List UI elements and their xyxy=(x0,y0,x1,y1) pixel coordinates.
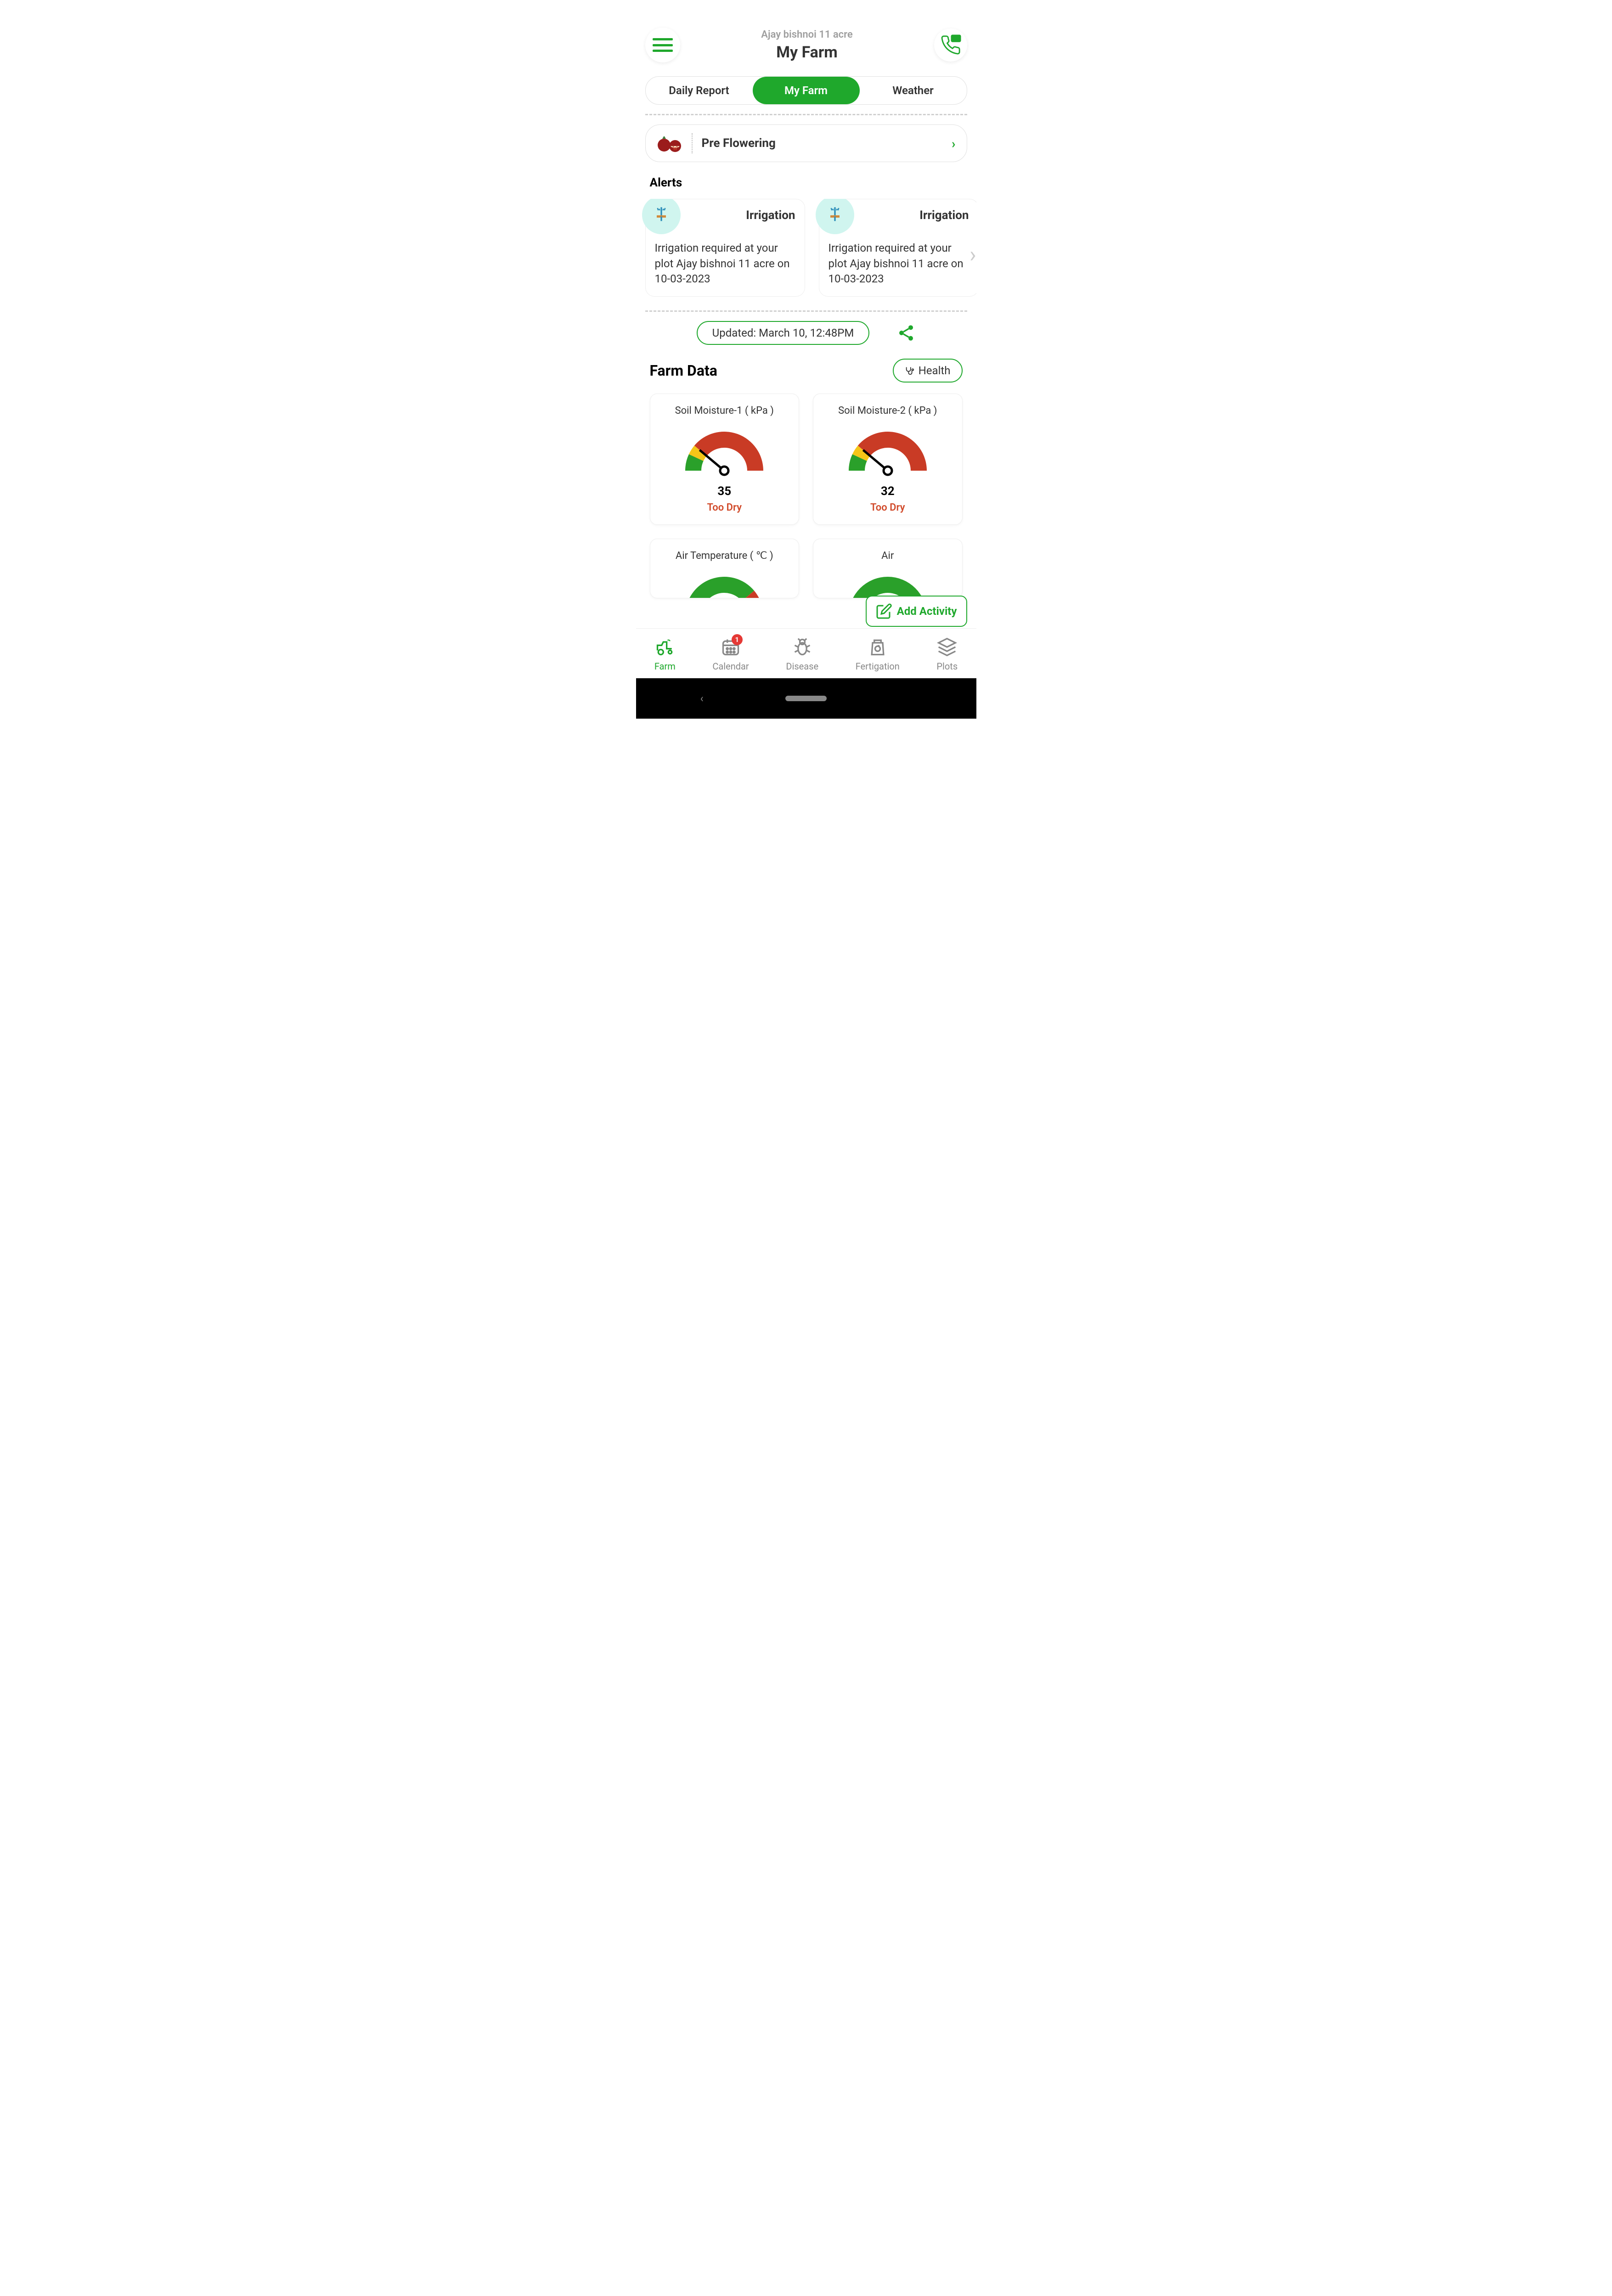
alerts-list[interactable]: Irrigation Irrigation required at your p… xyxy=(636,199,976,310)
health-button[interactable]: Health xyxy=(893,359,963,383)
add-activity-button[interactable]: Add Activity xyxy=(866,596,967,627)
chevron-right-icon: › xyxy=(952,136,955,151)
back-icon[interactable]: ‹ xyxy=(700,692,704,705)
pomegranate-icon xyxy=(657,134,682,152)
crop-stage-card[interactable]: Pre Flowering › xyxy=(645,124,967,162)
gauge-title: Soil Moisture-1 ( kPa ) xyxy=(658,405,792,416)
home-pill[interactable] xyxy=(785,696,827,701)
menu-button[interactable] xyxy=(645,28,680,62)
header-subtitle: Ajay bishnoi 11 acre xyxy=(680,29,934,40)
nav-label: Disease xyxy=(786,661,818,672)
gauge-card-soil-1[interactable]: Soil Moisture-1 ( kPa ) 35 Too Dry xyxy=(650,394,800,525)
alert-card[interactable]: Irrigation Irrigation required at your p… xyxy=(645,199,805,297)
alerts-heading: Alerts xyxy=(650,176,963,190)
app-screen: Ajay bishnoi 11 acre My Farm Daily Repor… xyxy=(636,0,976,719)
gauge-chart xyxy=(678,570,770,598)
nav-disease[interactable]: Disease xyxy=(786,637,818,672)
divider xyxy=(645,310,967,312)
edit-icon xyxy=(876,603,892,619)
gauge-value: 35 xyxy=(658,484,792,498)
gauge-status: Too Dry xyxy=(821,502,955,513)
header-title: My Farm xyxy=(680,43,934,62)
phone-chat-icon xyxy=(940,34,961,56)
nav-label: Calendar xyxy=(712,661,749,672)
farm-data-heading: Farm Data xyxy=(650,362,717,379)
bottom-nav: Farm 1 Calendar Disease Fertigation Plot… xyxy=(636,628,976,678)
nav-badge: 1 xyxy=(732,634,743,645)
stage-separator xyxy=(692,133,693,153)
health-label: Health xyxy=(919,364,951,377)
updated-timestamp: Updated: March 10, 12:48PM xyxy=(697,321,870,345)
gauge-chart xyxy=(842,425,934,480)
irrigation-icon xyxy=(816,199,854,234)
hamburger-icon xyxy=(653,38,673,52)
stage-label: Pre Flowering xyxy=(702,136,943,150)
tractor-icon xyxy=(655,637,675,657)
nav-fertigation[interactable]: Fertigation xyxy=(856,637,900,672)
nav-farm[interactable]: Farm xyxy=(654,637,676,672)
main-tabs: Daily Report My Farm Weather xyxy=(645,76,967,105)
header-titles: Ajay bishnoi 11 acre My Farm xyxy=(680,29,934,62)
tab-weather[interactable]: Weather xyxy=(860,77,967,104)
tab-daily-report[interactable]: Daily Report xyxy=(646,77,753,104)
nav-label: Plots xyxy=(936,661,958,672)
layers-icon xyxy=(937,637,957,657)
gauge-value: 32 xyxy=(821,484,955,498)
gauge-chart xyxy=(842,570,934,598)
share-icon[interactable] xyxy=(897,324,915,342)
nav-calendar[interactable]: 1 Calendar xyxy=(712,637,749,672)
alert-card[interactable]: Irrigation Irrigation required at your p… xyxy=(819,199,976,297)
bug-icon xyxy=(792,637,812,657)
gauge-status: Too Dry xyxy=(658,502,792,513)
stethoscope-icon xyxy=(905,366,915,376)
system-nav-bar: ‹ xyxy=(636,678,976,719)
alert-text: Irrigation required at your plot Ajay bi… xyxy=(655,241,795,287)
gauge-title: Air xyxy=(821,550,955,562)
nav-plots[interactable]: Plots xyxy=(936,637,958,672)
add-activity-label: Add Activity xyxy=(897,605,957,618)
nav-label: Fertigation xyxy=(856,661,900,672)
gauge-card-air[interactable]: Air xyxy=(813,539,963,598)
header: Ajay bishnoi 11 acre My Farm xyxy=(636,0,976,72)
bag-icon xyxy=(868,637,888,657)
scroll-right-icon[interactable]: › xyxy=(969,242,976,268)
gauge-grid: Soil Moisture-1 ( kPa ) 35 Too Dry Soil … xyxy=(636,394,976,598)
nav-label: Farm xyxy=(654,661,676,672)
irrigation-icon xyxy=(642,199,681,234)
tab-my-farm[interactable]: My Farm xyxy=(753,77,860,104)
call-button[interactable] xyxy=(934,28,967,62)
gauge-card-soil-2[interactable]: Soil Moisture-2 ( kPa ) 32 Too Dry xyxy=(813,394,963,525)
gauge-title: Air Temperature ( ℃ ) xyxy=(658,550,792,562)
divider xyxy=(645,114,967,115)
alert-text: Irrigation required at your plot Ajay bi… xyxy=(829,241,969,287)
update-row: Updated: March 10, 12:48PM xyxy=(650,321,963,345)
gauge-card-air-temp[interactable]: Air Temperature ( ℃ ) xyxy=(650,539,800,598)
farm-data-header: Farm Data Health xyxy=(650,359,963,383)
gauge-title: Soil Moisture-2 ( kPa ) xyxy=(821,405,955,416)
gauge-chart xyxy=(678,425,770,480)
